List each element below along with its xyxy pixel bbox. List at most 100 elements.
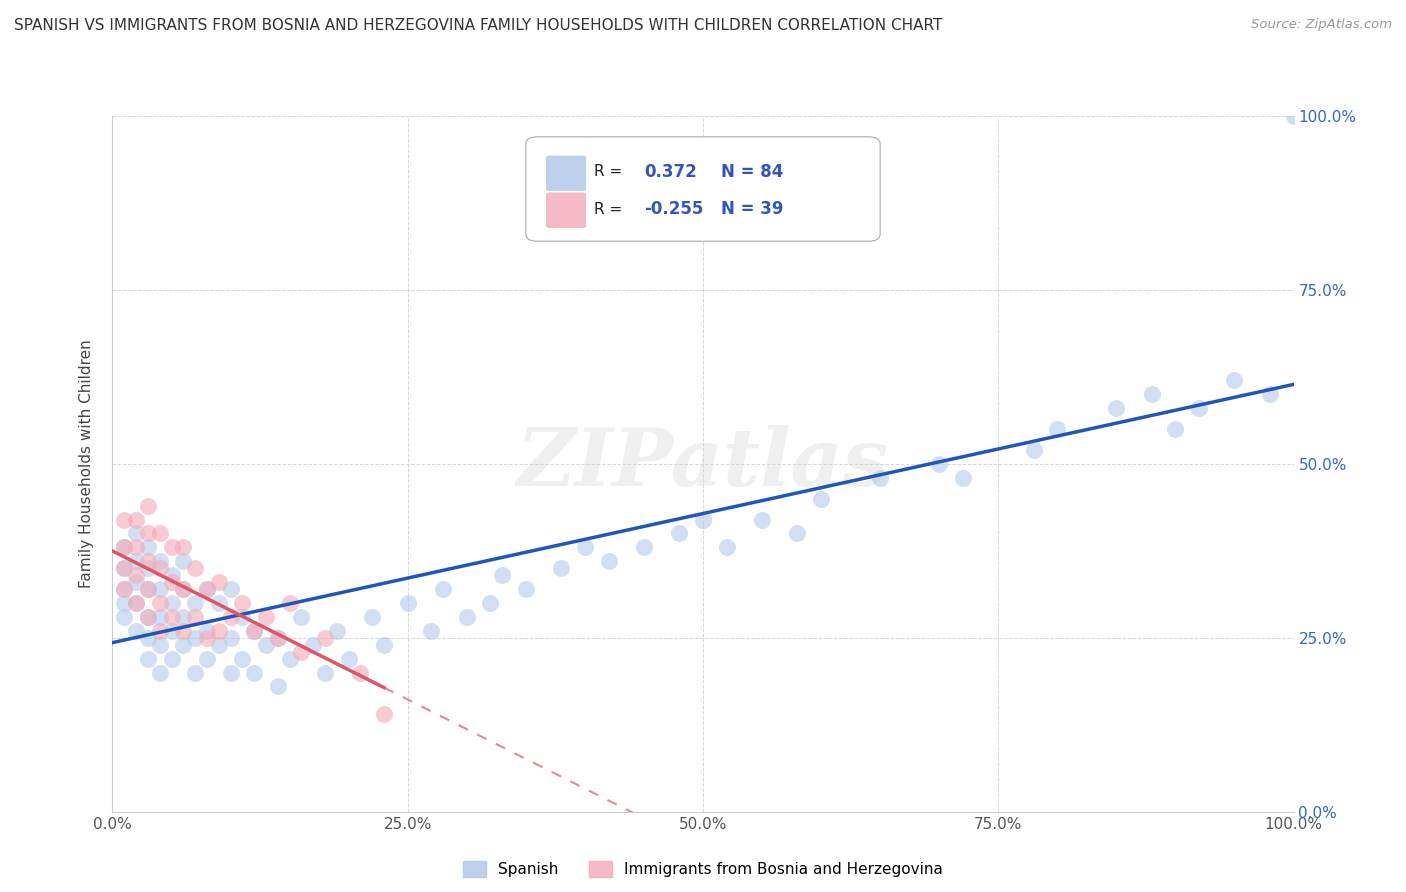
Point (479, 596, 502, 610)
Point (160, 624, 183, 638)
Point (149, 610, 172, 624)
Point (1258, 387, 1281, 401)
Point (172, 541, 194, 555)
Text: N = 39: N = 39 (721, 200, 783, 219)
Point (326, 624, 349, 638)
Point (290, 610, 312, 624)
Point (125, 568, 148, 582)
Point (302, 638, 325, 652)
Point (195, 582, 218, 596)
Text: R =: R = (595, 202, 627, 217)
Point (208, 624, 231, 638)
Point (432, 582, 454, 596)
Point (160, 575, 183, 590)
Text: ZIPatlas: ZIPatlas (517, 425, 889, 502)
Point (254, 610, 277, 624)
Point (112, 610, 135, 624)
Point (184, 610, 207, 624)
Point (598, 554, 620, 568)
Point (136, 582, 159, 596)
Point (1223, 373, 1246, 387)
Point (149, 554, 172, 568)
FancyBboxPatch shape (526, 136, 880, 241)
Point (668, 526, 690, 541)
Point (243, 624, 266, 638)
Point (149, 624, 172, 638)
Point (515, 582, 537, 596)
Point (928, 457, 950, 471)
Text: 0.372: 0.372 (644, 162, 697, 180)
Legend: Spanish, Immigrants from Bosnia and Herzegovina: Spanish, Immigrants from Bosnia and Herz… (457, 855, 949, 883)
Point (184, 596, 207, 610)
Point (195, 624, 218, 638)
Point (149, 561, 172, 575)
Point (231, 610, 253, 624)
Point (112, 541, 135, 555)
Point (172, 610, 194, 624)
Point (1046, 422, 1069, 436)
Point (125, 596, 148, 610)
Point (314, 631, 336, 645)
Point (160, 651, 183, 665)
Point (219, 610, 242, 624)
Point (149, 638, 172, 652)
Point (219, 665, 242, 680)
Point (172, 624, 194, 638)
Point (112, 582, 135, 596)
Point (267, 631, 290, 645)
Point (290, 645, 312, 659)
Point (172, 582, 194, 596)
Point (267, 631, 290, 645)
Point (550, 561, 572, 575)
Point (692, 512, 714, 526)
Point (633, 541, 655, 555)
Point (278, 651, 301, 665)
Point (125, 554, 148, 568)
Point (149, 582, 172, 596)
Point (314, 665, 336, 680)
Point (243, 624, 266, 638)
Point (136, 610, 159, 624)
Point (716, 541, 738, 555)
Point (125, 512, 148, 526)
Point (219, 631, 242, 645)
Point (278, 596, 301, 610)
Text: Source: ZipAtlas.com: Source: ZipAtlas.com (1251, 18, 1392, 31)
Text: R =: R = (595, 164, 627, 179)
Point (254, 638, 277, 652)
Point (136, 582, 159, 596)
Point (208, 638, 231, 652)
Point (184, 631, 207, 645)
Point (456, 610, 478, 624)
Point (136, 541, 159, 555)
Point (136, 631, 159, 645)
Point (361, 610, 384, 624)
Point (1105, 401, 1128, 416)
Text: N = 84: N = 84 (721, 162, 783, 180)
Point (1140, 387, 1163, 401)
Point (160, 541, 183, 555)
Point (136, 499, 159, 513)
Point (149, 665, 172, 680)
Point (231, 596, 253, 610)
Point (160, 596, 183, 610)
Point (1282, 109, 1305, 123)
Point (112, 596, 135, 610)
Point (112, 512, 135, 526)
Point (172, 582, 194, 596)
Point (160, 568, 183, 582)
Point (396, 596, 419, 610)
Point (231, 651, 253, 665)
FancyBboxPatch shape (546, 155, 586, 191)
Point (125, 624, 148, 638)
Point (172, 638, 194, 652)
FancyBboxPatch shape (546, 193, 586, 228)
Point (136, 610, 159, 624)
Point (184, 561, 207, 575)
Point (125, 575, 148, 590)
Point (149, 526, 172, 541)
Y-axis label: Family Households with Children: Family Households with Children (79, 340, 94, 588)
Point (751, 512, 773, 526)
Point (208, 596, 231, 610)
Text: SPANISH VS IMMIGRANTS FROM BOSNIA AND HERZEGOVINA FAMILY HOUSEHOLDS WITH CHILDRE: SPANISH VS IMMIGRANTS FROM BOSNIA AND HE… (14, 18, 942, 33)
